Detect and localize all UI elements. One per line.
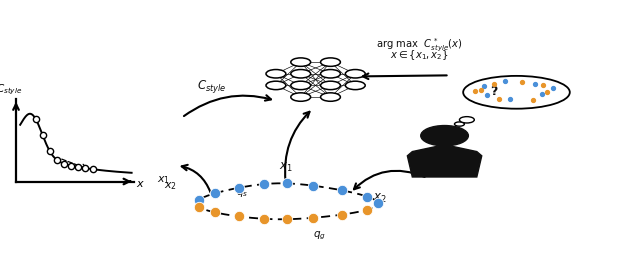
Circle shape <box>321 58 340 66</box>
Circle shape <box>346 81 365 90</box>
Text: arg max  $C^*_{style}(x)$: arg max $C^*_{style}(x)$ <box>376 36 463 54</box>
Text: $q_g$: $q_g$ <box>313 230 326 242</box>
Text: $C_{style}$: $C_{style}$ <box>196 78 226 95</box>
Circle shape <box>321 93 340 101</box>
Circle shape <box>346 70 365 78</box>
Text: $x_2$: $x_2$ <box>164 181 177 192</box>
Text: $C_{style}$: $C_{style}$ <box>0 82 22 97</box>
Text: $x_2$: $x_2$ <box>372 192 387 205</box>
Circle shape <box>460 117 474 123</box>
Text: $x$: $x$ <box>136 179 145 189</box>
Circle shape <box>420 125 468 146</box>
Polygon shape <box>408 145 482 177</box>
Circle shape <box>291 58 310 66</box>
Circle shape <box>321 70 340 78</box>
Circle shape <box>321 81 340 90</box>
Text: $x_1$: $x_1$ <box>279 161 292 174</box>
Circle shape <box>266 70 286 78</box>
Text: $x\in\{x_1, x_2\}$: $x\in\{x_1, x_2\}$ <box>390 48 449 62</box>
Circle shape <box>291 93 310 101</box>
Text: $q_s$: $q_s$ <box>236 187 249 199</box>
Circle shape <box>266 81 286 90</box>
Circle shape <box>291 81 310 90</box>
Circle shape <box>291 70 310 78</box>
Text: ?: ? <box>490 85 498 98</box>
Text: $x_1$: $x_1$ <box>157 174 170 186</box>
Ellipse shape <box>463 76 570 109</box>
Circle shape <box>454 122 465 126</box>
